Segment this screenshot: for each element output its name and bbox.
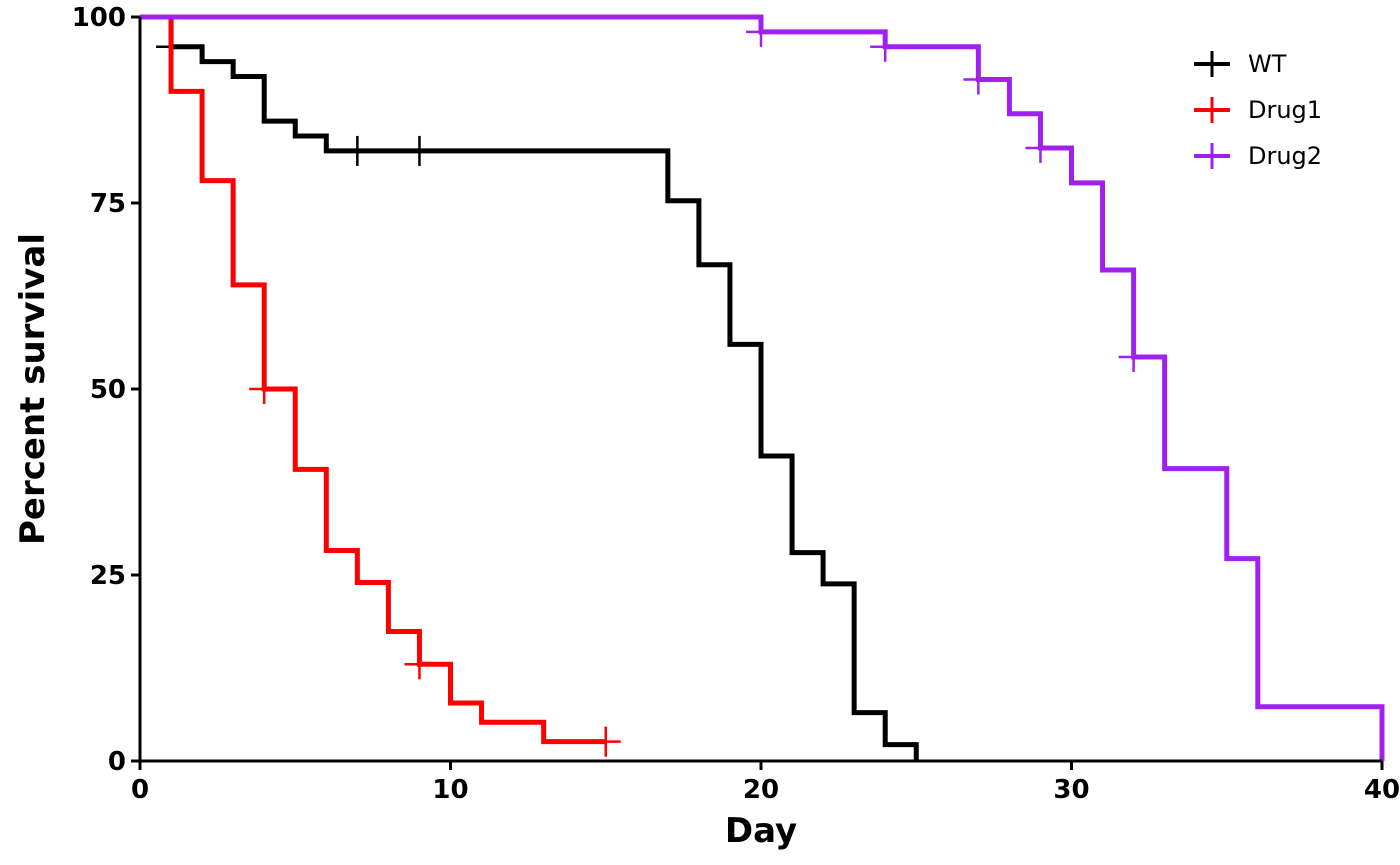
series-layer bbox=[140, 14, 1385, 761]
y-axis-title: Percent survival bbox=[13, 233, 53, 545]
legend-label-drug1: Drug1 bbox=[1248, 96, 1322, 124]
censor-mark-drug1 bbox=[404, 649, 435, 680]
x-tick-label: 30 bbox=[1053, 775, 1089, 805]
y-tick-label: 0 bbox=[108, 747, 126, 777]
censor-mark-wt bbox=[342, 135, 373, 166]
y-tick-label: 50 bbox=[90, 375, 126, 405]
legend-item-drug2: Drug2 bbox=[1194, 142, 1322, 170]
censor-mark-drug2 bbox=[1025, 132, 1056, 163]
y-tick-label: 25 bbox=[90, 561, 126, 591]
survival-line-wt bbox=[140, 14, 919, 761]
censor-mark-drug2 bbox=[746, 16, 776, 47]
legend-item-drug1: Drug1 bbox=[1194, 96, 1322, 124]
legend-item-wt: WT bbox=[1194, 50, 1287, 78]
x-tick-label: 0 bbox=[131, 775, 149, 805]
legend-label-wt: WT bbox=[1248, 50, 1287, 78]
series-drug2 bbox=[140, 14, 1385, 761]
x-tick-label: 20 bbox=[743, 775, 779, 805]
censor-mark-drug2 bbox=[870, 31, 901, 62]
axes: 0 10 20 30 40 0 25 50 75 100 bbox=[72, 3, 1400, 805]
x-axis-title: Day bbox=[725, 811, 797, 851]
censor-mark-drug2 bbox=[1118, 342, 1149, 373]
y-tick-label: 75 bbox=[90, 189, 126, 219]
x-tick-label: 10 bbox=[432, 775, 468, 805]
censor-mark-wt bbox=[404, 135, 435, 166]
legend-label-drug2: Drug2 bbox=[1248, 142, 1322, 170]
x-tick-label: 40 bbox=[1364, 775, 1400, 805]
censor-mark-drug1 bbox=[590, 726, 621, 757]
series-drug1 bbox=[140, 14, 621, 757]
censor-mark-drug1 bbox=[249, 374, 280, 404]
censor-mark-drug2 bbox=[963, 64, 994, 95]
legend: WT Drug1 Drug2 bbox=[1194, 50, 1322, 170]
y-tick-label: 100 bbox=[72, 3, 126, 33]
survival-line-drug1 bbox=[140, 14, 606, 745]
